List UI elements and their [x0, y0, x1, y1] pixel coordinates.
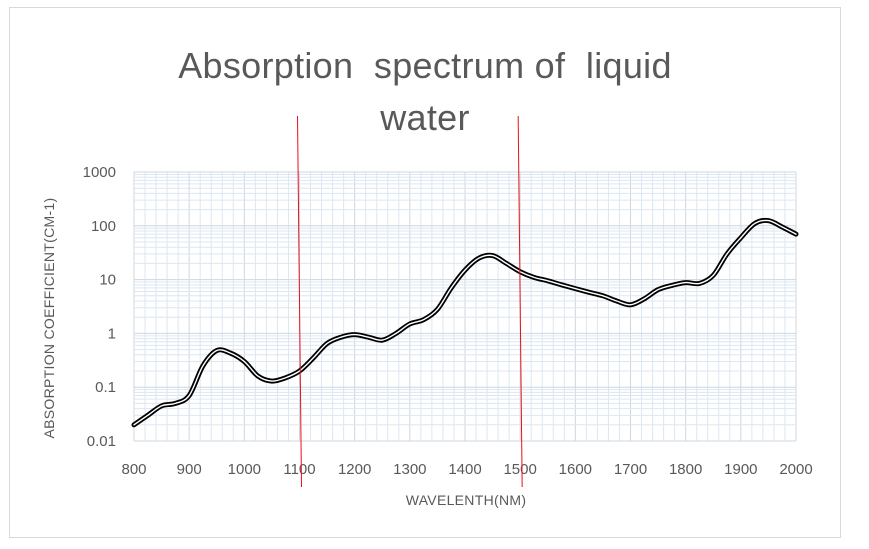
x-tick-label: 900	[177, 461, 202, 478]
series-line	[133, 219, 797, 426]
x-tick-labels: 800 900 1000 1100 1200 1300 1400 1500 1600 1700 18…	[121, 461, 812, 478]
chart-title: Absorption spectrum of liquid water	[120, 40, 730, 144]
x-tick-label: 800	[121, 461, 146, 478]
y-tick-label: 0.1	[95, 379, 116, 396]
chart-frame	[9, 7, 841, 538]
annotation-vertical-line	[297, 115, 302, 488]
x-tick-label: 1000	[228, 461, 261, 478]
series-layer	[131, 217, 799, 428]
chart-title-line-1: Absorption spectrum of liquid	[178, 45, 672, 86]
x-tick-label: 2000	[779, 461, 812, 478]
y-tick-label: 100	[91, 218, 116, 235]
x-tick-label: 1400	[448, 461, 481, 478]
y-axis-label: ABSORPTION COEFFICIENT(CM-1)	[41, 198, 57, 439]
y-tick-label: 1	[108, 325, 116, 342]
grid-lines	[133, 171, 797, 442]
x-axis-label: WAVELENTH(NM)	[406, 492, 527, 508]
x-tick-label: 1600	[559, 461, 592, 478]
x-tick-label: 1300	[393, 461, 426, 478]
x-tick-label: 1100	[283, 461, 315, 478]
y-tick-label: 0.01	[87, 433, 116, 450]
x-tick-label: 1500	[503, 461, 536, 478]
y-tick-labels: 0.01 0.1 1 10 100 1000	[83, 164, 116, 450]
y-tick-label: 10	[99, 272, 116, 289]
x-tick-label: 1800	[669, 461, 702, 478]
x-tick-label: 1700	[614, 461, 647, 478]
x-tick-label: 1900	[724, 461, 757, 478]
annotation-layer	[297, 115, 523, 488]
chart-title-line-2: water	[380, 97, 470, 138]
y-tick-label: 1000	[83, 164, 116, 181]
annotation-vertical-line	[517, 115, 523, 488]
x-tick-label: 1200	[338, 461, 371, 478]
